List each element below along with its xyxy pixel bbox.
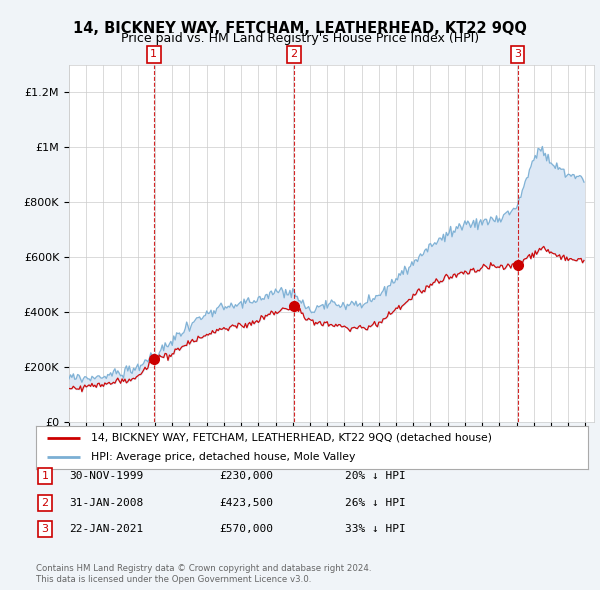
Text: 14, BICKNEY WAY, FETCHAM, LEATHERHEAD, KT22 9QQ (detached house): 14, BICKNEY WAY, FETCHAM, LEATHERHEAD, K… bbox=[91, 432, 492, 442]
Text: 3: 3 bbox=[514, 50, 521, 60]
Text: 2: 2 bbox=[290, 50, 298, 60]
Text: 26% ↓ HPI: 26% ↓ HPI bbox=[345, 498, 406, 507]
Text: Contains HM Land Registry data © Crown copyright and database right 2024.: Contains HM Land Registry data © Crown c… bbox=[36, 565, 371, 573]
Text: HPI: Average price, detached house, Mole Valley: HPI: Average price, detached house, Mole… bbox=[91, 453, 356, 463]
Text: £423,500: £423,500 bbox=[219, 498, 273, 507]
Text: 31-JAN-2008: 31-JAN-2008 bbox=[69, 498, 143, 507]
Text: 20% ↓ HPI: 20% ↓ HPI bbox=[345, 471, 406, 481]
Text: £230,000: £230,000 bbox=[219, 471, 273, 481]
Text: £570,000: £570,000 bbox=[219, 525, 273, 534]
Text: 33% ↓ HPI: 33% ↓ HPI bbox=[345, 525, 406, 534]
Text: 3: 3 bbox=[41, 525, 49, 534]
Text: 22-JAN-2021: 22-JAN-2021 bbox=[69, 525, 143, 534]
Text: 14, BICKNEY WAY, FETCHAM, LEATHERHEAD, KT22 9QQ: 14, BICKNEY WAY, FETCHAM, LEATHERHEAD, K… bbox=[73, 21, 527, 35]
Text: 30-NOV-1999: 30-NOV-1999 bbox=[69, 471, 143, 481]
Text: 2: 2 bbox=[41, 498, 49, 507]
Text: 1: 1 bbox=[150, 50, 157, 60]
Text: This data is licensed under the Open Government Licence v3.0.: This data is licensed under the Open Gov… bbox=[36, 575, 311, 584]
Text: Price paid vs. HM Land Registry's House Price Index (HPI): Price paid vs. HM Land Registry's House … bbox=[121, 32, 479, 45]
Text: 1: 1 bbox=[41, 471, 49, 481]
